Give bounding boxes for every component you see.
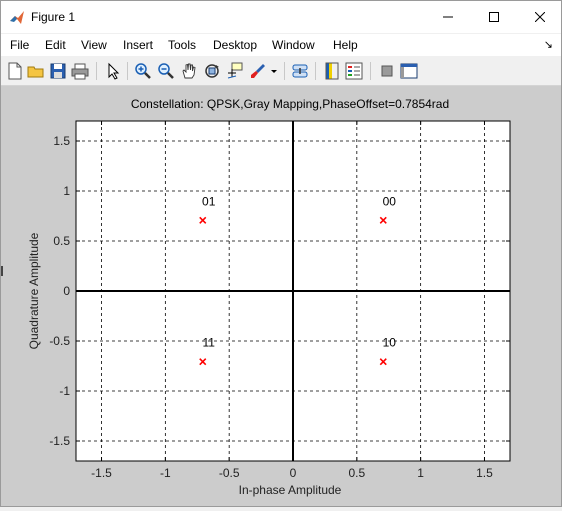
menu-file[interactable]: File <box>10 38 30 52</box>
toolbar-separator <box>96 62 97 80</box>
menu-edit[interactable]: Edit <box>45 38 66 52</box>
y-tick-label: -0.5 <box>49 334 70 348</box>
resize-handle <box>1 266 3 276</box>
x-tick-label: -1.5 <box>91 466 112 480</box>
print-icon[interactable] <box>71 62 89 80</box>
y-tick-label: 1 <box>63 184 70 198</box>
x-axis-label: In-phase Amplitude <box>239 483 342 497</box>
toolbar-separator <box>370 62 371 80</box>
title-bar[interactable]: Figure 1 <box>1 1 561 33</box>
constellation-point <box>379 358 387 366</box>
y-tick-label: -1.5 <box>49 434 70 448</box>
menu-bar: File Edit View Insert Tools Desktop Wind… <box>1 34 561 56</box>
x-tick-label: 1 <box>417 466 424 480</box>
zoom-in-icon[interactable] <box>134 62 152 80</box>
y-tick-label: 1.5 <box>53 134 70 148</box>
point-marker-stroke <box>199 216 207 224</box>
close-icon <box>535 12 545 22</box>
dock-figure-icon[interactable]: ↘ <box>543 39 553 51</box>
save-icon[interactable] <box>49 62 67 80</box>
point-label: 10 <box>383 336 397 350</box>
open-file-icon[interactable] <box>27 62 45 80</box>
rotate-3d-icon[interactable] <box>203 62 221 80</box>
menu-window[interactable]: Window <box>272 38 315 52</box>
chart-title: Constellation: QPSK,Gray Mapping,PhaseOf… <box>131 97 449 111</box>
colorbar-icon[interactable] <box>323 62 341 80</box>
maximize-button[interactable] <box>471 1 517 33</box>
menu-desktop[interactable]: Desktop <box>213 38 258 52</box>
minimize-icon <box>443 16 453 18</box>
edit-plot-icon[interactable] <box>104 62 122 80</box>
constellation-point <box>199 358 207 366</box>
matlab-logo-icon <box>10 11 24 24</box>
new-figure-icon[interactable] <box>6 62 24 80</box>
brush-icon[interactable] <box>249 62 267 80</box>
y-tick-label: 0.5 <box>53 234 70 248</box>
x-tick-label: 0 <box>290 466 297 480</box>
close-button[interactable] <box>517 1 562 33</box>
x-tick-label: 0.5 <box>348 466 365 480</box>
menu-view[interactable]: View <box>81 38 107 52</box>
data-cursor-icon[interactable] <box>226 62 244 80</box>
maximize-icon <box>489 12 499 22</box>
point-label: 00 <box>383 194 397 208</box>
y-tick-label: -1 <box>59 384 70 398</box>
point-marker-stroke <box>379 358 387 366</box>
menu-tools[interactable]: Tools <box>168 38 197 52</box>
show-plot-tools-icon[interactable] <box>400 62 418 80</box>
minimize-button[interactable] <box>425 1 471 33</box>
menu-help[interactable]: Help <box>333 38 358 52</box>
constellation-point <box>379 216 387 224</box>
y-axis-label: Quadrature Amplitude <box>27 232 41 349</box>
figure-canvas: Constellation: QPSK,Gray Mapping,PhaseOf… <box>1 86 561 506</box>
legend-icon[interactable] <box>345 62 363 80</box>
y-tick-label: 0 <box>63 284 70 298</box>
x-tick-label: 1.5 <box>476 466 493 480</box>
brush-dropdown-icon[interactable] <box>269 62 279 80</box>
toolbar-separator <box>315 62 316 80</box>
point-marker-stroke <box>199 358 207 366</box>
point-label: 11 <box>203 336 216 350</box>
x-tick-label: -0.5 <box>219 466 240 480</box>
toolbar-separator <box>127 62 128 80</box>
toolbar-separator <box>284 62 285 80</box>
menu-insert[interactable]: Insert <box>123 38 154 52</box>
point-label: 01 <box>202 194 216 208</box>
figure-toolbar <box>1 57 561 86</box>
hide-plot-tools-icon[interactable] <box>378 62 396 80</box>
constellation-plot: Constellation: QPSK,Gray Mapping,PhaseOf… <box>27 97 511 497</box>
point-marker-stroke <box>379 216 387 224</box>
constellation-point <box>199 216 207 224</box>
zoom-out-icon[interactable] <box>157 62 175 80</box>
x-tick-label: -1 <box>160 466 171 480</box>
window-title: Figure 1 <box>31 10 76 24</box>
pan-icon[interactable] <box>180 62 198 80</box>
link-plot-icon[interactable] <box>291 62 309 80</box>
